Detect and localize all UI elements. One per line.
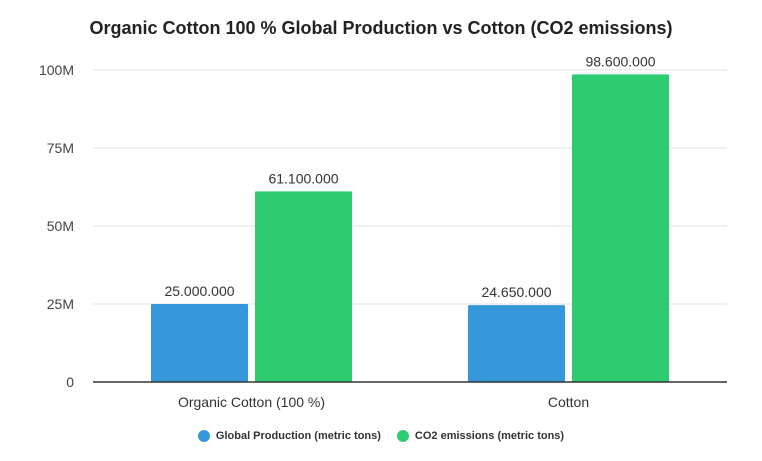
bar: [572, 74, 669, 383]
legend-label: Global Production (metric tons): [215, 430, 381, 442]
data-label: 61.100.000: [268, 170, 338, 186]
legend: Global Production (metric tons) CO2 emiss…: [0, 430, 762, 442]
chart-title: Organic Cotton 100 % Global Production v…: [89, 18, 673, 38]
bar: [468, 305, 565, 382]
y-tick-label: 50M: [47, 218, 74, 234]
x-tick-label: Organic Cotton (100 %): [178, 394, 325, 410]
y-tick-label: 0: [66, 374, 74, 390]
bars: [151, 74, 669, 383]
bar: [255, 191, 352, 382]
data-label: 98.600.000: [585, 53, 655, 69]
y-tick-label: 75M: [47, 140, 74, 156]
legend-item: Global Production (metric tons): [197, 430, 381, 442]
legend-label: CO2 emissions (metric tons): [414, 430, 565, 442]
x-axis-ticks: Organic Cotton (100 %) Cotton: [178, 394, 589, 410]
data-label: 25.000.000: [164, 283, 234, 299]
data-label: 24.650.000: [481, 284, 551, 300]
y-tick-label: 100M: [39, 62, 74, 78]
legend-swatch: [197, 430, 210, 442]
bar: [151, 304, 248, 382]
y-axis-ticks: 0 25M 50M 75M 100M: [39, 62, 74, 390]
y-tick-label: 25M: [47, 296, 74, 312]
legend-swatch: [396, 430, 409, 442]
x-tick-label: Cotton: [548, 394, 589, 410]
legend-item: CO2 emissions (metric tons): [396, 430, 565, 442]
data-labels: 25.000.000 61.100.000 24.650.000 98.600.000: [164, 53, 655, 300]
